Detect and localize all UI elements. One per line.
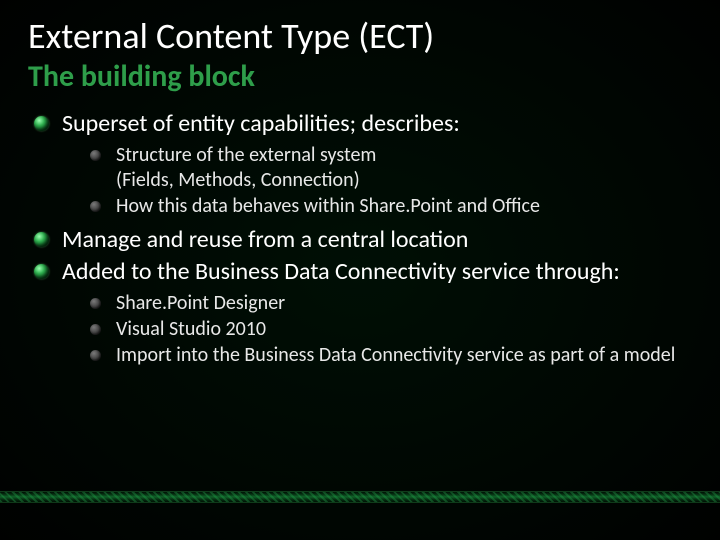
bullet-list: Superset of entity capabilities; describ… bbox=[28, 109, 692, 368]
list-item: Structure of the external system (Fields… bbox=[86, 143, 692, 193]
bullet-text: Structure of the external system bbox=[116, 143, 376, 167]
list-item: Visual Studio 2010 bbox=[86, 317, 692, 342]
slide-title: External Content Type (ECT) bbox=[28, 18, 692, 56]
bullet-text: Visual Studio 2010 bbox=[116, 317, 266, 341]
sub-bullet-list: Structure of the external system (Fields… bbox=[62, 143, 692, 219]
bullet-text: Manage and reuse from a central location bbox=[62, 225, 468, 254]
slide-subtitle: The building block bbox=[28, 58, 692, 95]
list-item: Added to the Business Data Connectivity … bbox=[28, 257, 692, 368]
bullet-text: Import into the Business Data Connectivi… bbox=[116, 343, 675, 367]
bullet-text: Added to the Business Data Connectivity … bbox=[62, 257, 620, 286]
list-item: How this data behaves within Share.Point… bbox=[86, 194, 692, 219]
bullet-text-line2: (Fields, Methods, Connection) bbox=[116, 168, 692, 193]
list-item: Share.Point Designer bbox=[86, 291, 692, 316]
list-item: Import into the Business Data Connectivi… bbox=[86, 343, 692, 368]
bullet-text: Share.Point Designer bbox=[116, 291, 285, 315]
bullet-text: How this data behaves within Share.Point… bbox=[116, 194, 540, 218]
slide: External Content Type (ECT) The building… bbox=[0, 0, 720, 540]
footer-accent-bar bbox=[0, 492, 720, 502]
sub-bullet-list: Share.Point Designer Visual Studio 2010 … bbox=[62, 291, 692, 368]
bullet-text: Superset of entity capabilities; describ… bbox=[62, 109, 460, 138]
list-item: Manage and reuse from a central location bbox=[28, 225, 692, 255]
list-item: Superset of entity capabilities; describ… bbox=[28, 109, 692, 219]
